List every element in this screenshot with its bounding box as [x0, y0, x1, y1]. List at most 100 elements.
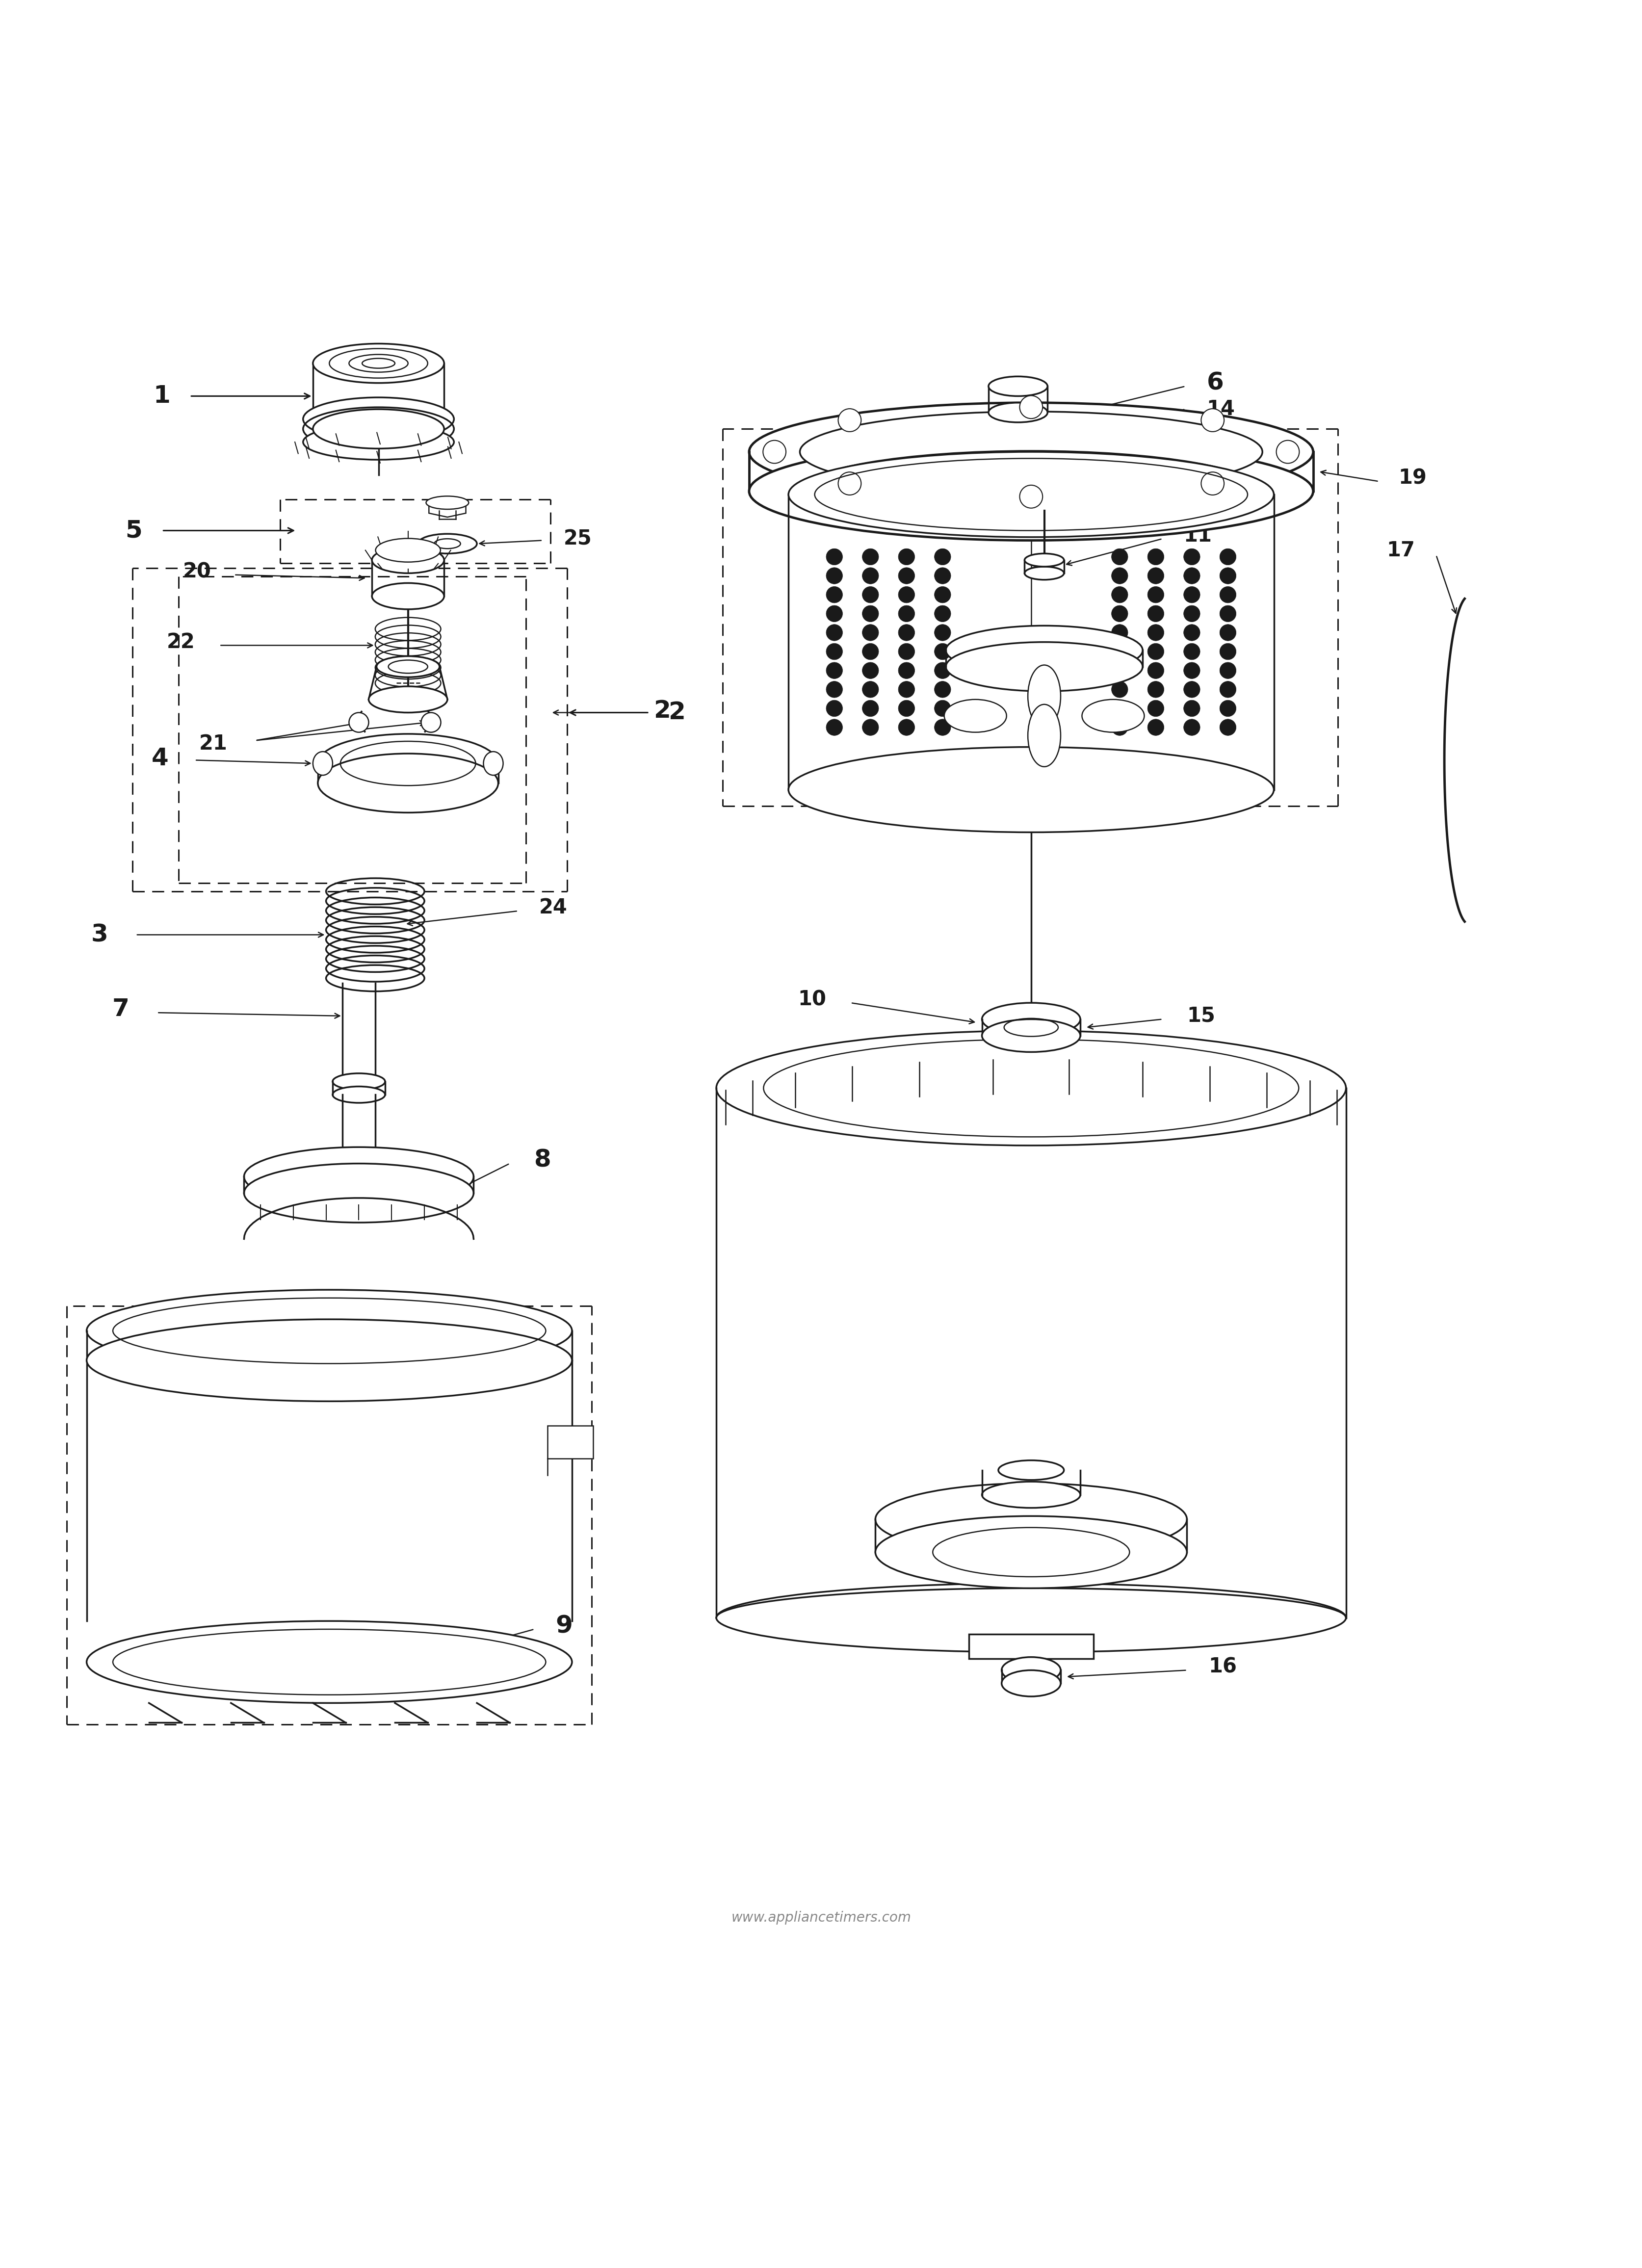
Text: 22: 22: [166, 633, 195, 653]
Ellipse shape: [371, 583, 443, 610]
Circle shape: [1020, 395, 1043, 420]
Circle shape: [1148, 719, 1164, 735]
Circle shape: [1148, 701, 1164, 717]
Circle shape: [1148, 549, 1164, 565]
Ellipse shape: [749, 404, 1314, 501]
Circle shape: [862, 644, 878, 660]
Circle shape: [1220, 624, 1236, 642]
Ellipse shape: [376, 538, 440, 562]
Text: 13: 13: [798, 1048, 826, 1068]
Circle shape: [420, 712, 440, 733]
Text: 2: 2: [654, 699, 672, 723]
Ellipse shape: [946, 642, 1143, 692]
Circle shape: [934, 644, 951, 660]
Ellipse shape: [982, 1481, 1080, 1508]
Ellipse shape: [332, 1073, 384, 1089]
Circle shape: [934, 701, 951, 717]
Circle shape: [934, 587, 951, 603]
Circle shape: [934, 549, 951, 565]
Circle shape: [764, 440, 787, 463]
Text: 21: 21: [199, 733, 228, 753]
Circle shape: [862, 606, 878, 621]
Text: 7: 7: [112, 998, 130, 1021]
Ellipse shape: [1028, 665, 1061, 728]
Text: 6: 6: [1207, 372, 1223, 395]
Circle shape: [934, 624, 951, 642]
Circle shape: [862, 587, 878, 603]
Circle shape: [1220, 680, 1236, 699]
Ellipse shape: [875, 1483, 1187, 1556]
Circle shape: [826, 624, 842, 642]
Ellipse shape: [319, 753, 498, 812]
Circle shape: [1148, 644, 1164, 660]
Circle shape: [862, 549, 878, 565]
Circle shape: [1184, 587, 1200, 603]
Ellipse shape: [875, 1515, 1187, 1588]
Circle shape: [1112, 624, 1128, 642]
Ellipse shape: [314, 345, 443, 383]
Circle shape: [826, 567, 842, 583]
Text: 25: 25: [563, 528, 593, 549]
Ellipse shape: [998, 1461, 1064, 1481]
Circle shape: [1220, 662, 1236, 678]
Ellipse shape: [314, 408, 443, 449]
Ellipse shape: [788, 451, 1274, 538]
Ellipse shape: [946, 626, 1143, 676]
Circle shape: [1220, 701, 1236, 717]
Circle shape: [934, 719, 951, 735]
Ellipse shape: [332, 1086, 384, 1102]
Circle shape: [826, 662, 842, 678]
Circle shape: [934, 680, 951, 699]
Circle shape: [826, 644, 842, 660]
Text: 11: 11: [1184, 526, 1212, 547]
Ellipse shape: [87, 1290, 571, 1372]
Polygon shape: [965, 420, 1071, 438]
Text: www.appliancetimers.com: www.appliancetimers.com: [731, 1912, 911, 1926]
Ellipse shape: [87, 1622, 571, 1703]
Ellipse shape: [1002, 1658, 1061, 1683]
Circle shape: [1220, 549, 1236, 565]
Circle shape: [934, 662, 951, 678]
Circle shape: [1112, 567, 1128, 583]
Polygon shape: [429, 501, 466, 517]
Ellipse shape: [314, 751, 332, 776]
Circle shape: [898, 549, 915, 565]
Circle shape: [1184, 680, 1200, 699]
Ellipse shape: [368, 687, 447, 712]
Text: 16: 16: [1209, 1656, 1236, 1678]
Text: 20: 20: [182, 560, 212, 583]
Ellipse shape: [1025, 567, 1064, 581]
Circle shape: [1220, 606, 1236, 621]
Circle shape: [837, 472, 860, 494]
Circle shape: [898, 624, 915, 642]
Circle shape: [1220, 587, 1236, 603]
Ellipse shape: [483, 751, 502, 776]
Ellipse shape: [788, 746, 1274, 832]
Circle shape: [898, 719, 915, 735]
Circle shape: [1112, 606, 1128, 621]
Circle shape: [1112, 719, 1128, 735]
Circle shape: [837, 408, 860, 431]
Circle shape: [1148, 587, 1164, 603]
Circle shape: [1184, 549, 1200, 565]
Text: 15: 15: [1187, 1005, 1215, 1025]
Ellipse shape: [982, 1002, 1080, 1036]
Circle shape: [1184, 662, 1200, 678]
Ellipse shape: [304, 424, 453, 460]
Ellipse shape: [1028, 705, 1061, 767]
Circle shape: [1220, 644, 1236, 660]
Text: 9: 9: [555, 1615, 573, 1637]
Circle shape: [898, 644, 915, 660]
Circle shape: [898, 567, 915, 583]
Circle shape: [1112, 587, 1128, 603]
Circle shape: [1112, 549, 1128, 565]
Circle shape: [1200, 408, 1223, 431]
Ellipse shape: [716, 1583, 1345, 1651]
Circle shape: [862, 624, 878, 642]
Ellipse shape: [417, 533, 476, 553]
Text: 17: 17: [1386, 540, 1414, 560]
Circle shape: [898, 680, 915, 699]
Ellipse shape: [304, 397, 453, 440]
Text: 24: 24: [539, 898, 568, 919]
Circle shape: [826, 606, 842, 621]
